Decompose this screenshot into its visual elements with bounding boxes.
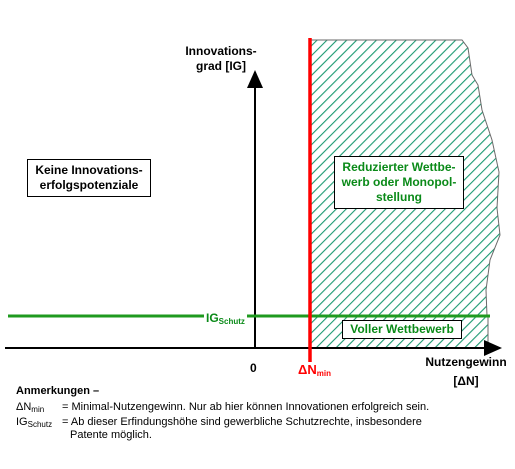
full-competition-box: Voller Wettbewerb [342, 320, 462, 339]
y-axis-label: Innovations- grad [IG] [176, 44, 266, 74]
y-axis-label-line2: grad [IG] [196, 59, 246, 73]
no-potential-box: Keine Innovations- erfolgspotenziale [27, 159, 151, 197]
no-potential-line1: Keine Innovations- [35, 163, 143, 177]
note-ig-text: = Ab dieser Erfindungshöhe sind gewerbli… [62, 416, 442, 442]
ig-schutz-main: IG [206, 311, 219, 325]
note-dn-min: ΔNmin = Minimal-Nutzengewinn. Nur ab hie… [16, 401, 442, 416]
note-dn-key: ΔNmin [16, 401, 62, 416]
ig-schutz-sub: Schutz [218, 317, 245, 326]
dn-min-sub: min [316, 369, 331, 378]
origin-label: 0 [250, 361, 257, 375]
x-axis-label-line2: [ΔN] [453, 374, 479, 388]
dn-min-main: ΔN [298, 362, 317, 377]
full-competition-label: Voller Wettbewerb [350, 322, 454, 336]
x-axis-label: Nutzengewinn [ΔN] [420, 355, 512, 389]
reduced-line1: Reduzierter Wettbe- [342, 160, 456, 174]
note-ig-text-line1: = Ab dieser Erfindungshöhe sind gewerbli… [62, 416, 422, 428]
reduced-line3: stellung [375, 190, 422, 204]
reduced-competition-box: Reduzierter Wettbe- werb oder Monopol- s… [334, 156, 464, 209]
y-axis-label-line1: Innovations- [185, 44, 257, 58]
note-dn-key-sub: min [31, 405, 45, 414]
ig-schutz-label: IGSchutz [204, 311, 247, 329]
note-ig-text-line2: Patente möglich. [70, 429, 152, 441]
note-dn-text: = Minimal-Nutzengewinn. Nur ab hier könn… [62, 401, 430, 413]
notes-section: Anmerkungen – ΔNmin = Minimal-Nutzengewi… [16, 385, 442, 442]
note-ig-key: IGSchutz [16, 416, 62, 442]
note-dn-key-main: ΔN [16, 401, 32, 413]
x-axis-label-line1: Nutzengewinn [425, 355, 507, 369]
note-ig-schutz: IGSchutz = Ab dieser Erfindungshöhe sind… [16, 416, 442, 442]
reduced-line2: werb oder Monopol- [341, 175, 457, 189]
note-ig-key-sub: Schutz [27, 420, 53, 429]
dn-min-label: ΔNmin [298, 362, 331, 381]
notes-heading: Anmerkungen – [16, 385, 100, 397]
note-ig-key-main: IG [16, 416, 28, 428]
no-potential-line2: erfolgspotenziale [39, 178, 139, 192]
